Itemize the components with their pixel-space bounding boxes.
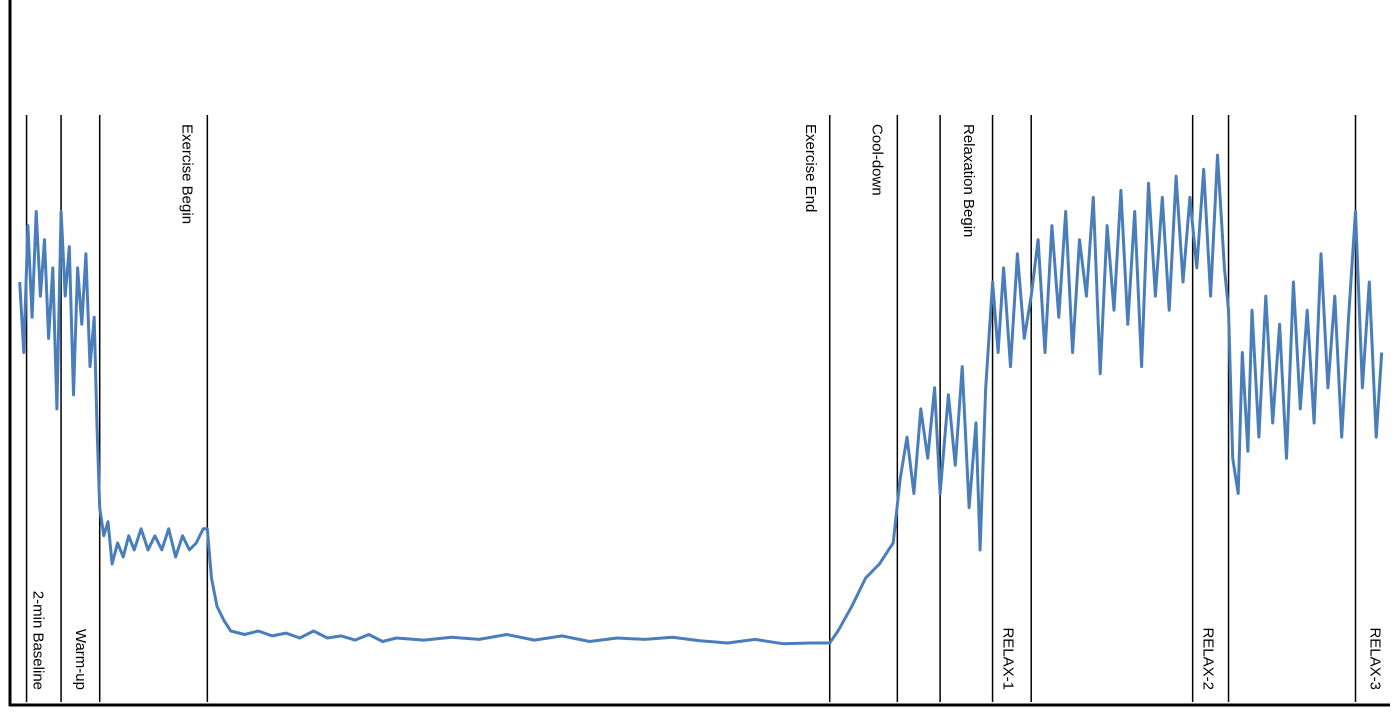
event-label: 2-min Baseline <box>30 591 47 690</box>
event-label: Exercise Begin <box>178 124 195 224</box>
event-label: Warm-up <box>72 629 89 690</box>
event-label: Cool-down <box>868 124 885 196</box>
signal-line <box>18 153 1384 646</box>
event-label: RELAX-2 <box>1200 627 1217 690</box>
event-label: RELAX-3 <box>1367 627 1384 690</box>
event-label: Exercise End <box>802 124 819 212</box>
event-label: RELAX-1 <box>1000 627 1017 690</box>
event-label: Relaxation Begin <box>960 124 977 237</box>
